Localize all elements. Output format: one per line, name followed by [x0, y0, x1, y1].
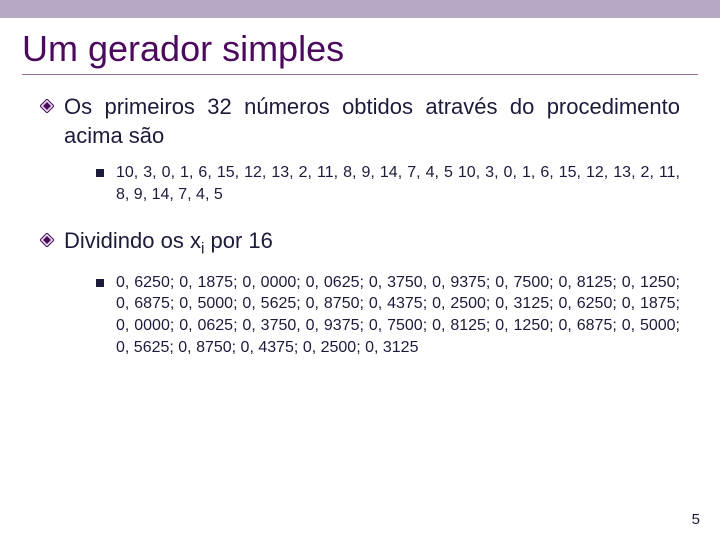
bullet-1-text: Os primeiros 32 números obtidos através … [64, 93, 680, 150]
square-icon [96, 279, 104, 287]
slide-content: Os primeiros 32 números obtidos através … [0, 93, 720, 358]
bullet-1: Os primeiros 32 números obtidos através … [40, 93, 680, 150]
slide-title: Um gerador simples [0, 18, 720, 74]
bullet-2-prefix: Dividindo os x [64, 228, 201, 253]
sub-bullet-2: 0, 6250; 0, 1875; 0, 0000; 0, 0625; 0, 3… [96, 272, 680, 358]
title-underline [22, 74, 698, 75]
sub-bullet-1: 10, 3, 0, 1, 6, 15, 12, 13, 2, 11, 8, 9,… [96, 162, 680, 205]
page-number: 5 [692, 511, 700, 528]
sub-bullet-2-text: 0, 6250; 0, 1875; 0, 0000; 0, 0625; 0, 3… [116, 272, 680, 358]
sub-bullet-1-text: 10, 3, 0, 1, 6, 15, 12, 13, 2, 11, 8, 9,… [116, 162, 680, 205]
square-icon [96, 169, 104, 177]
top-decorative-bar [0, 0, 720, 18]
bullet-2: Dividindo os xi por 16 [40, 227, 680, 259]
bullet-2-text: Dividindo os xi por 16 [64, 227, 680, 259]
diamond-icon [40, 233, 54, 247]
diamond-icon [40, 99, 54, 113]
bullet-2-suffix: por 16 [204, 228, 273, 253]
